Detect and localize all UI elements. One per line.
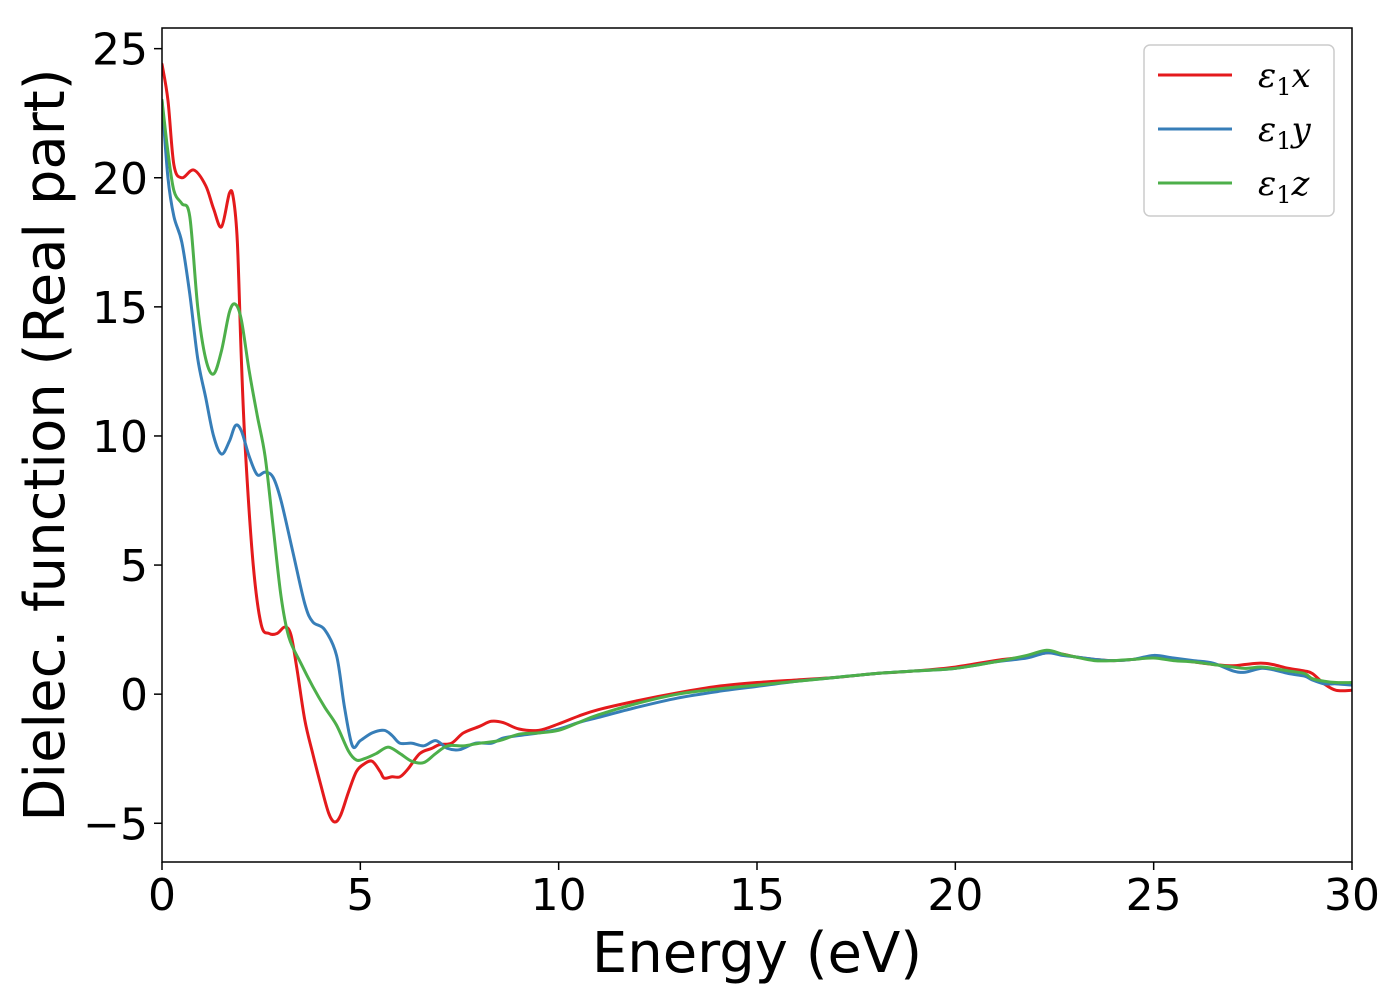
x-tick-label: 0 <box>148 870 176 921</box>
y-tick-label: −5 <box>83 799 148 850</box>
legend-box <box>1143 44 1335 217</box>
y-tick-label: 0 <box>120 670 148 721</box>
legend-label: ε1x <box>1258 56 1311 101</box>
x-tick-label: 15 <box>729 870 785 921</box>
legend-axis: z <box>1291 164 1311 204</box>
y-tick-label: 10 <box>92 412 148 463</box>
x-tick-label: 25 <box>1126 870 1182 921</box>
x-tick-label: 10 <box>531 870 587 921</box>
legend-item-epsilon-1z: ε1z <box>1158 164 1311 209</box>
legend-symbol: ε <box>1258 164 1276 204</box>
legend-axis: y <box>1290 110 1312 150</box>
x-axis-ticks: 0 5 10 15 20 25 30 <box>148 862 1380 921</box>
y-axis-ticks: −5 0 5 10 15 20 25 <box>83 25 162 850</box>
y-tick-label: 5 <box>120 541 148 592</box>
legend-item-epsilon-1y: ε1y <box>1158 110 1312 155</box>
x-tick-label: 30 <box>1324 870 1380 921</box>
legend-subscript: 1 <box>1276 181 1291 209</box>
legend-axis: x <box>1292 56 1311 96</box>
x-tick-label: 5 <box>346 870 374 921</box>
series-line-epsilon-1z <box>162 98 1352 765</box>
y-axis-label: Dielec. function (Real part) <box>13 68 78 821</box>
legend-subscript: 1 <box>1276 73 1291 101</box>
legend-symbol: ε <box>1258 56 1276 96</box>
legend-label: ε1z <box>1258 164 1311 209</box>
x-axis-label: Energy (eV) <box>592 921 922 986</box>
x-tick-label: 20 <box>927 870 983 921</box>
legend-symbol: ε <box>1258 110 1276 150</box>
y-tick-label: 20 <box>92 154 148 205</box>
series-layer <box>162 62 1352 824</box>
legend-item-epsilon-1x: ε1x <box>1158 56 1311 101</box>
y-tick-label: 15 <box>92 283 148 334</box>
legend-subscript: 1 <box>1276 127 1291 155</box>
y-tick-label: 25 <box>92 25 148 76</box>
legend-label: ε1y <box>1258 110 1312 155</box>
